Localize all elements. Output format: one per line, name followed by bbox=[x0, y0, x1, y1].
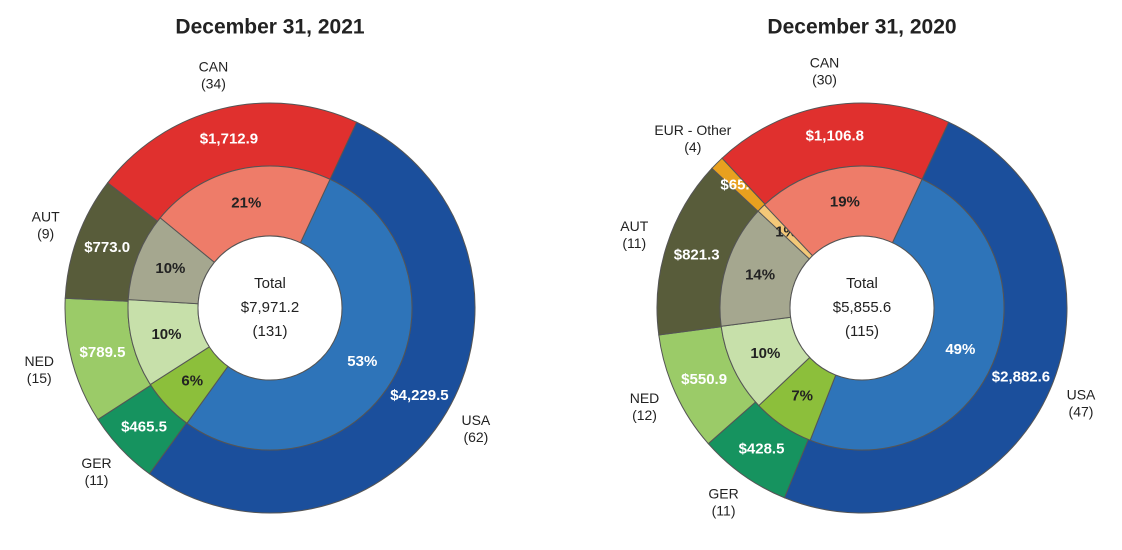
center-label: (115) bbox=[845, 323, 879, 340]
category-count: (11) bbox=[712, 503, 736, 519]
center-label: (131) bbox=[252, 323, 287, 340]
chart-title: December 31, 2020 bbox=[767, 16, 956, 39]
inner-value-label: 49% bbox=[945, 341, 975, 358]
category-label: AUT bbox=[620, 218, 648, 234]
category-label: CAN bbox=[199, 58, 229, 74]
category-label: CAN bbox=[810, 55, 840, 71]
outer-value-label: $821.3 bbox=[674, 246, 720, 263]
inner-value-label: 14% bbox=[745, 266, 775, 283]
category-count: (30) bbox=[812, 72, 837, 88]
category-label: USA bbox=[1067, 386, 1096, 402]
center-label: $5,855.6 bbox=[833, 299, 891, 316]
outer-value-label: $2,882.6 bbox=[992, 368, 1050, 385]
category-label: USA bbox=[461, 412, 490, 428]
donut-hole bbox=[789, 235, 935, 381]
outer-value-label: $428.5 bbox=[739, 440, 785, 457]
inner-value-label: 53% bbox=[347, 353, 377, 370]
category-count: (62) bbox=[463, 429, 488, 445]
outer-value-label: $1,712.9 bbox=[200, 130, 258, 147]
category-count: (11) bbox=[622, 235, 646, 251]
category-label: EUR - Other bbox=[654, 122, 731, 138]
chart-title: December 31, 2021 bbox=[175, 16, 364, 39]
outer-value-label: $465.5 bbox=[121, 418, 167, 435]
center-label: Total bbox=[846, 275, 878, 292]
inner-value-label: 10% bbox=[750, 345, 780, 362]
category-count: (15) bbox=[27, 370, 52, 386]
category-count: (34) bbox=[201, 75, 226, 91]
outer-value-label: $4,229.5 bbox=[390, 387, 448, 404]
outer-value-label: $773.0 bbox=[84, 239, 130, 256]
category-count: (9) bbox=[37, 225, 54, 241]
inner-value-label: 10% bbox=[151, 326, 181, 343]
outer-value-label: $789.5 bbox=[80, 344, 126, 361]
category-label: NED bbox=[24, 353, 54, 369]
donut-hole bbox=[197, 235, 343, 381]
inner-value-label: 21% bbox=[231, 195, 261, 212]
category-count: (11) bbox=[85, 472, 109, 488]
inner-value-label: 10% bbox=[155, 260, 185, 277]
category-label: GER bbox=[708, 486, 738, 502]
inner-value-label: 19% bbox=[830, 193, 860, 210]
outer-value-label: $1,106.8 bbox=[806, 128, 864, 145]
category-count: (47) bbox=[1069, 403, 1094, 419]
category-label: AUT bbox=[32, 208, 60, 224]
category-count: (4) bbox=[684, 139, 701, 155]
center-label: Total bbox=[254, 275, 286, 292]
category-label: GER bbox=[81, 455, 111, 471]
center-label: $7,971.2 bbox=[241, 299, 299, 316]
category-count: (12) bbox=[632, 407, 657, 423]
inner-value-label: 7% bbox=[791, 388, 813, 405]
category-label: NED bbox=[630, 390, 660, 406]
inner-value-label: 6% bbox=[181, 372, 203, 389]
outer-value-label: $550.9 bbox=[681, 371, 727, 388]
